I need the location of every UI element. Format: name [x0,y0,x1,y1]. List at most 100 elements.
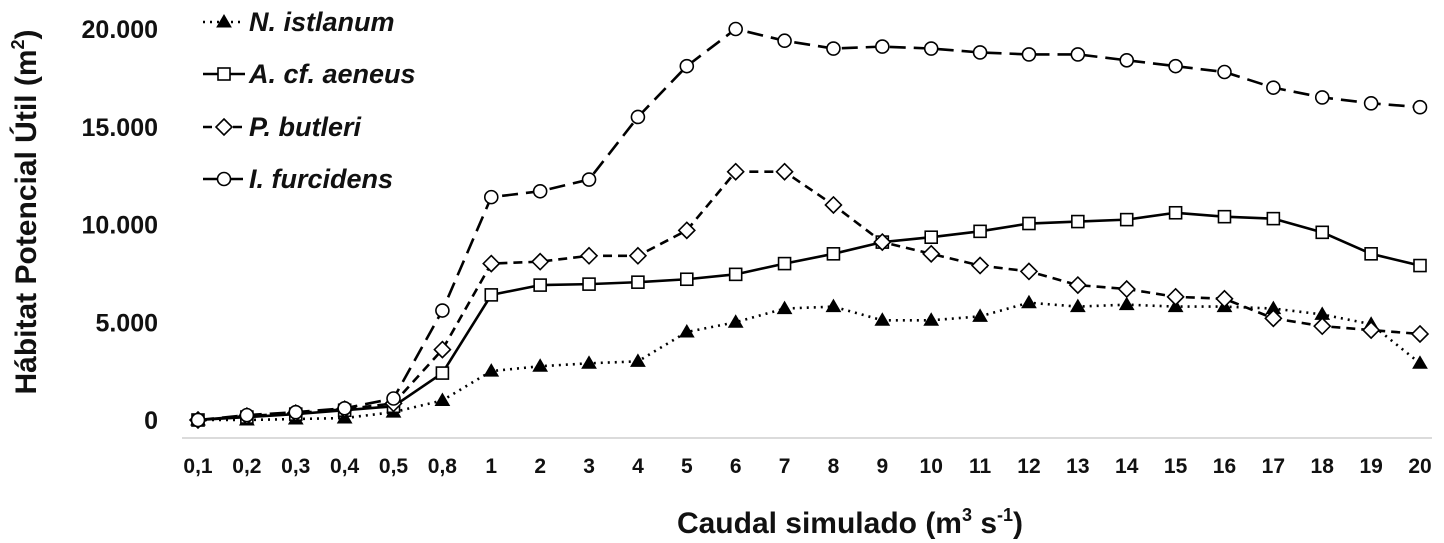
data-point [923,312,940,326]
data-point [1413,258,1427,273]
data-point [1217,64,1232,80]
data-point [1117,279,1136,299]
data-point [1412,355,1428,369]
legend: N. istlanum A. cf. aeneus P. butleri I. fur… [203,7,416,194]
data-point [1168,58,1183,74]
data-point [1168,205,1183,220]
data-point [873,232,892,252]
data-point [923,41,939,56]
data-point [824,195,843,215]
x-tick-label: 7 [779,455,791,478]
data-point [628,246,648,265]
data-point [1068,275,1087,295]
x-tick-label: 18 [1311,455,1335,478]
data-point [1313,317,1332,336]
series-line [197,27,1421,422]
data-point [1412,99,1428,115]
data-point [972,308,988,322]
legend-item: A. cf. aeneus [203,59,416,89]
x-tick-label: 8 [828,455,840,478]
data-point [630,109,646,125]
data-point [532,358,549,372]
data-point [239,407,255,423]
data-point [1019,262,1039,281]
x-tick-label: 15 [1164,455,1188,478]
data-point [972,45,988,60]
data-point [726,162,745,181]
data-point [579,246,599,265]
data-point [190,412,206,428]
data-point [679,58,695,74]
data-point [482,254,501,273]
data-point [973,224,987,239]
series-square [191,205,1427,427]
data-point [1266,211,1281,226]
x-axis-ticks: 0,1 0,2 0,3 0,4 0,5 0,8 1 2 3 4 5 6 7 8 9 10 11 12 13 14 15 1… [183,455,1431,478]
data-point [728,267,743,282]
data-point [582,277,596,291]
data-point [728,21,743,37]
data-point [533,278,547,292]
legend-marker [217,67,231,81]
legend-label: I. furcidens [249,164,393,194]
x-tick-label: 0,1 [183,455,213,478]
legend-marker [216,14,232,28]
series-line [198,301,1421,422]
data-point [631,275,645,289]
data-point [1071,214,1085,229]
data-point [677,221,696,240]
legend-item: N. istlanum [203,7,395,37]
data-point [483,189,499,205]
x-tick-label: 13 [1066,455,1089,478]
data-point [1166,287,1185,306]
data-point [435,366,450,380]
y-tick-label: 20.000 [82,16,158,44]
x-tick-label: 10 [920,455,943,478]
y-axis-ticks: 0 5.000 10.000 15.000 20.000 [82,16,158,435]
data-point [531,252,550,271]
data-point [825,298,842,313]
data-point [1264,309,1283,328]
data-point [826,247,841,261]
data-point [777,256,792,271]
x-tick-label: 0,3 [281,455,310,478]
x-axis-title: Caudal simulado (m3 s-1) [677,505,1023,540]
data-point [777,33,792,49]
y-tick-label: 0 [144,407,158,435]
legend-label: A. cf. aeneus [248,59,416,89]
series-line [197,211,1421,422]
x-tick-label: 11 [969,455,992,478]
data-point [775,162,794,181]
y-tick-label: 5.000 [95,309,158,337]
data-point [1119,212,1134,227]
data-point [483,363,500,377]
data-point [433,340,452,359]
data-point [874,312,891,326]
data-point [581,355,597,369]
data-point [1410,324,1430,344]
data-point [484,288,499,302]
data-point [776,300,793,315]
x-tick-label: 16 [1213,455,1236,478]
legend-label: N. istlanum [249,7,395,37]
x-tick-label: 6 [730,455,742,478]
series-layer [188,21,1430,430]
x-tick-label: 9 [876,455,888,478]
data-point [1118,296,1135,311]
data-point [1266,80,1281,95]
data-point [875,39,890,54]
legend-item: P. butleri [203,112,362,142]
x-tick-label: 0,2 [232,455,261,478]
data-point [678,324,695,338]
x-tick-label: 12 [1017,455,1040,478]
data-point [435,303,450,318]
x-tick-label: 0,4 [330,455,360,478]
x-tick-label: 3 [583,455,595,478]
data-point [1215,289,1234,308]
data-point [1069,298,1086,313]
x-tick-label: 14 [1115,455,1139,478]
data-point [288,404,304,420]
y-axis-title: Hábitat Potencial Útil (m2) [8,29,43,394]
data-point [1363,95,1379,111]
